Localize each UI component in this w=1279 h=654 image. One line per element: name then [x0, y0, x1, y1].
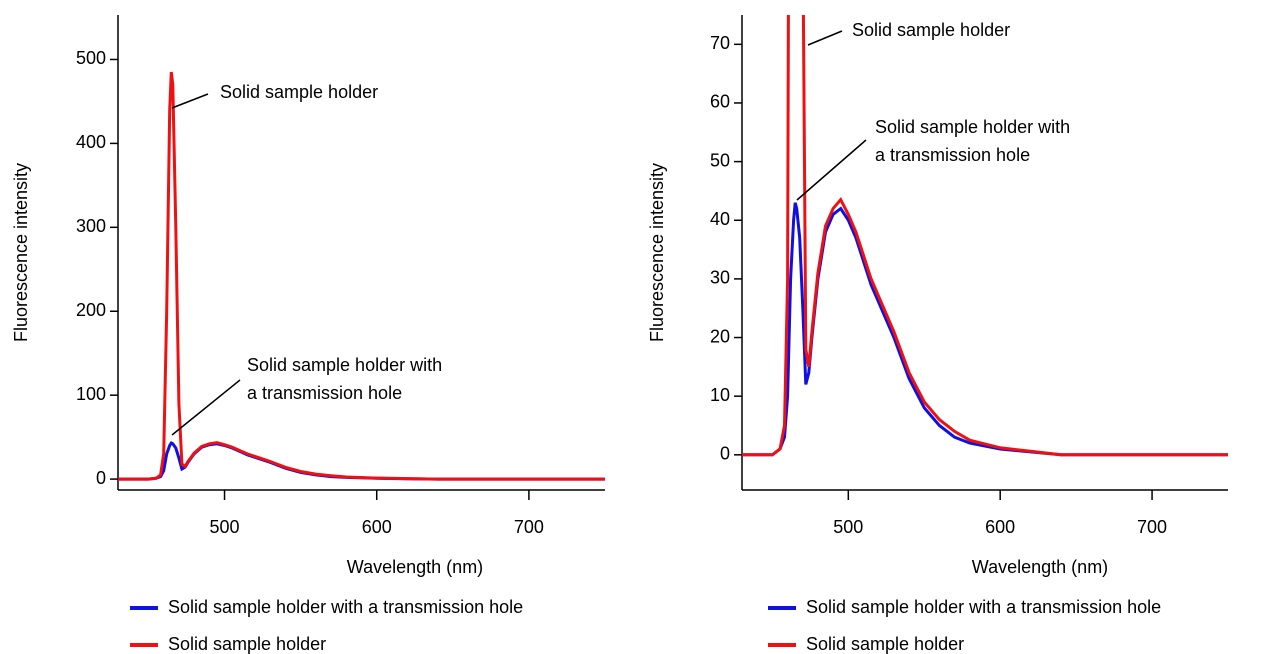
y-tick-label: 200: [76, 300, 106, 320]
annotation-leader: [796, 139, 867, 201]
y-tick-label: 300: [76, 216, 106, 236]
x-tick-label: 700: [514, 517, 544, 537]
legend-label: Solid sample holder with a transmission …: [806, 597, 1161, 617]
x-tick-label: 700: [1137, 517, 1167, 537]
x-tick-label: 600: [362, 517, 392, 537]
y-axis-title: Fluorescence intensity: [11, 163, 31, 342]
y-tick-label: 60: [710, 92, 730, 112]
y-tick-label: 70: [710, 33, 730, 53]
annotation-leader: [171, 93, 209, 109]
y-tick-label: 400: [76, 132, 106, 152]
y-tick-label: 0: [720, 444, 730, 464]
y-tick-label: 100: [76, 384, 106, 404]
annotation: Solid sample holder with: [247, 355, 442, 375]
x-tick-label: 600: [985, 517, 1015, 537]
legend-label: Solid sample holder with a transmission …: [168, 597, 523, 617]
series-line: [118, 441, 605, 481]
y-tick-label: 10: [710, 385, 730, 405]
y-tick-label: 40: [710, 209, 730, 229]
series-line: [742, 15, 1228, 457]
x-axis-title: Wavelength (nm): [972, 557, 1108, 577]
annotation: Solid sample holder with: [875, 117, 1070, 137]
legend-label: Solid sample holder: [168, 634, 326, 654]
x-tick-label: 500: [833, 517, 863, 537]
series-line: [118, 71, 605, 481]
y-tick-label: 20: [710, 326, 730, 346]
x-tick-label: 500: [210, 517, 240, 537]
y-tick-label: 30: [710, 268, 730, 288]
annotation-leader: [171, 379, 241, 436]
annotation: Solid sample holder: [852, 20, 1010, 40]
y-axis-title: Fluorescence intensity: [647, 163, 667, 342]
series-line: [742, 202, 1228, 457]
annotation: a transmission hole: [247, 383, 402, 403]
annotation: a transmission hole: [875, 145, 1030, 165]
y-tick-label: 0: [96, 468, 106, 488]
y-tick-label: 500: [76, 48, 106, 68]
annotation: Solid sample holder: [220, 82, 378, 102]
legend-label: Solid sample holder: [806, 634, 964, 654]
x-axis-title: Wavelength (nm): [347, 557, 483, 577]
y-tick-label: 50: [710, 150, 730, 170]
annotation-leader: [807, 30, 843, 46]
